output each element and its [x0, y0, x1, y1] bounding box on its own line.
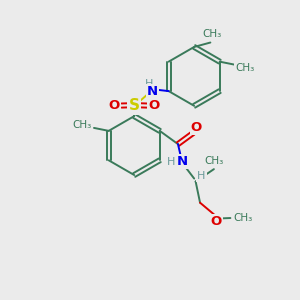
Text: O: O: [211, 215, 222, 228]
Text: CH₃: CH₃: [73, 120, 92, 130]
Text: H: H: [167, 157, 176, 167]
Text: H: H: [197, 171, 206, 181]
Text: O: O: [109, 99, 120, 112]
Text: CH₃: CH₃: [205, 156, 224, 166]
Text: S: S: [129, 98, 140, 113]
Text: CH₃: CH₃: [235, 63, 254, 73]
Text: CH₃: CH₃: [233, 213, 253, 223]
Text: N: N: [147, 85, 158, 98]
Text: H: H: [145, 79, 153, 89]
Text: N: N: [177, 155, 188, 168]
Text: O: O: [190, 121, 202, 134]
Text: O: O: [148, 99, 160, 112]
Text: CH₃: CH₃: [202, 29, 221, 39]
